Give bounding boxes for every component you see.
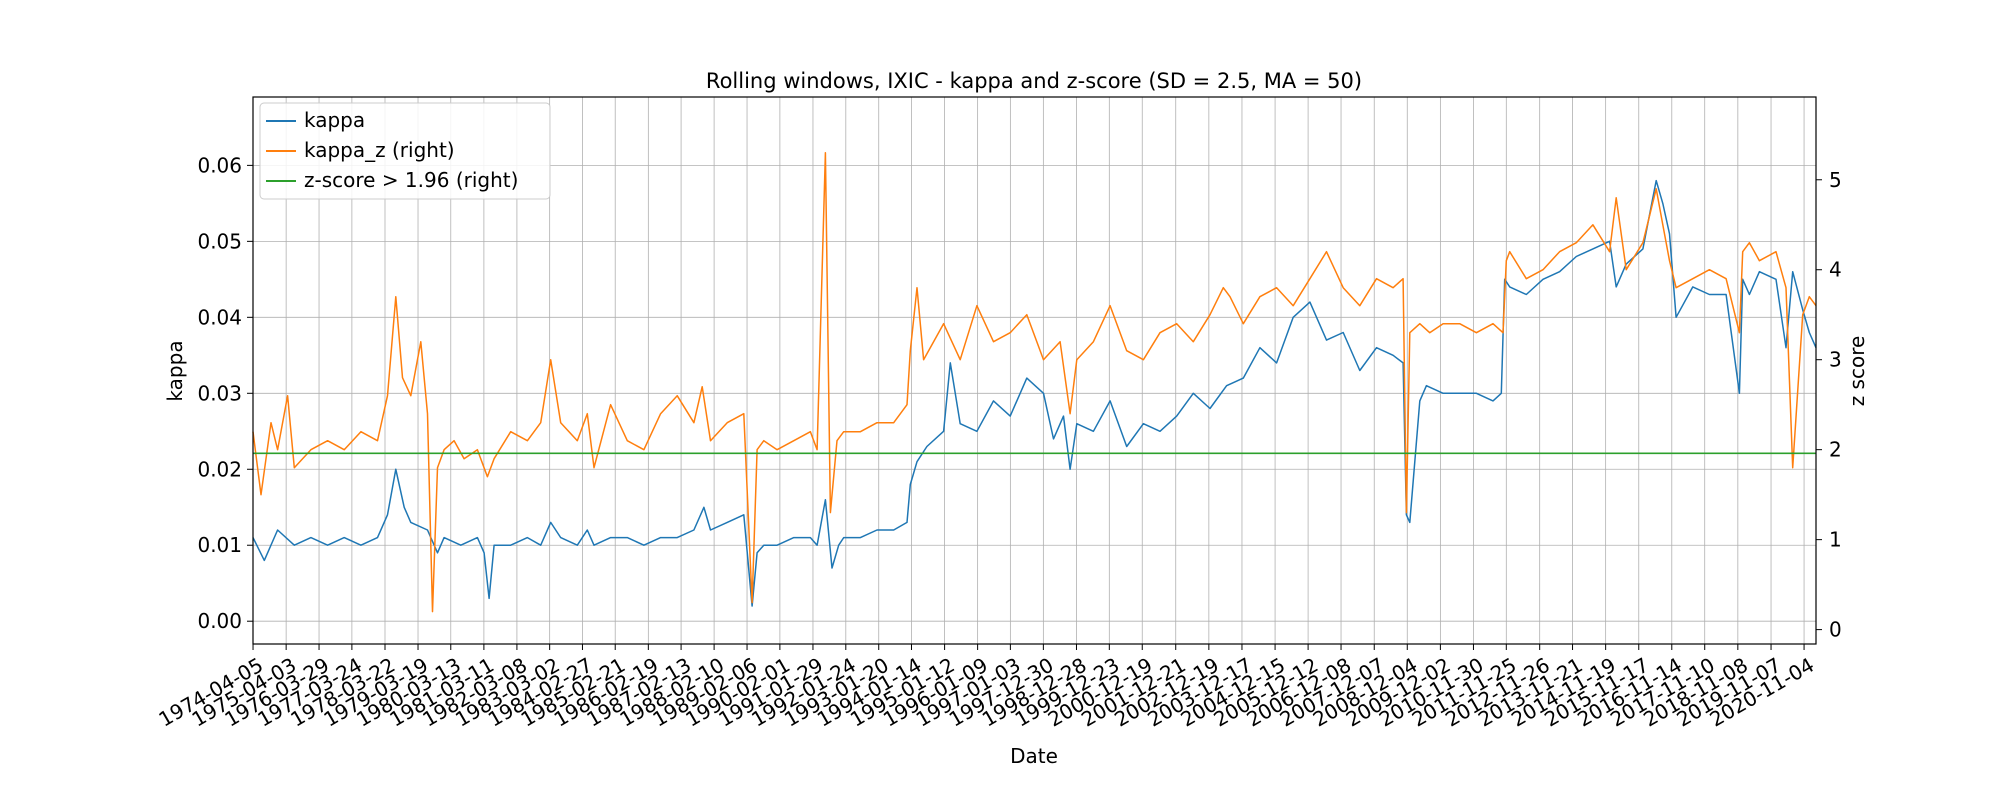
series-layer — [252, 152, 1817, 613]
legend: kappa kappa_z (right) z-score > 1.96 (ri… — [259, 102, 551, 200]
y-tick-label-left: 0.04 — [197, 305, 242, 329]
x-ticks: 1974-04-051975-04-031976-03-291977-03-24… — [154, 644, 1818, 732]
y-tick-label-right: 4 — [1829, 258, 1842, 282]
y-tick-label-right: 3 — [1829, 348, 1842, 372]
y-tick-label-left: 0.03 — [197, 381, 242, 405]
y-tick-label-left: 0.05 — [197, 229, 242, 253]
x-axis-title: Date — [1010, 744, 1058, 768]
legend-label-kappa: kappa — [304, 108, 365, 132]
y-tick-label-right: 2 — [1829, 438, 1842, 462]
legend-label-kappa-z: kappa_z (right) — [304, 138, 455, 162]
series-line-kappa — [252, 179, 1817, 607]
y-axis-title-left: kappa — [163, 340, 187, 401]
plot-frame — [252, 96, 1817, 645]
y-axis-title-right: z score — [1845, 336, 1869, 407]
series-line-kappa-z-right — [252, 152, 1817, 613]
y-tick-label-right: 1 — [1829, 528, 1842, 552]
legend-label-z-threshold: z-score > 1.96 (right) — [304, 168, 518, 192]
y-ticks-left: 0.00 0.01 0.02 0.03 0.04 0.05 0.06 — [197, 153, 253, 633]
y-ticks-right: 0 1 2 3 4 5 — [1816, 168, 1842, 642]
y-tick-label-right: 5 — [1829, 168, 1842, 192]
y-tick-label-left: 0.02 — [197, 457, 242, 481]
legend-box — [259, 102, 551, 200]
y-tick-label-left: 0.06 — [197, 153, 242, 177]
y-tick-label-left: 0.00 — [197, 609, 242, 633]
chart-title: Rolling windows, IXIC - kappa and z-scor… — [706, 69, 1362, 93]
y-tick-label-right: 0 — [1829, 618, 1842, 642]
y-tick-label-left: 0.01 — [197, 533, 242, 557]
